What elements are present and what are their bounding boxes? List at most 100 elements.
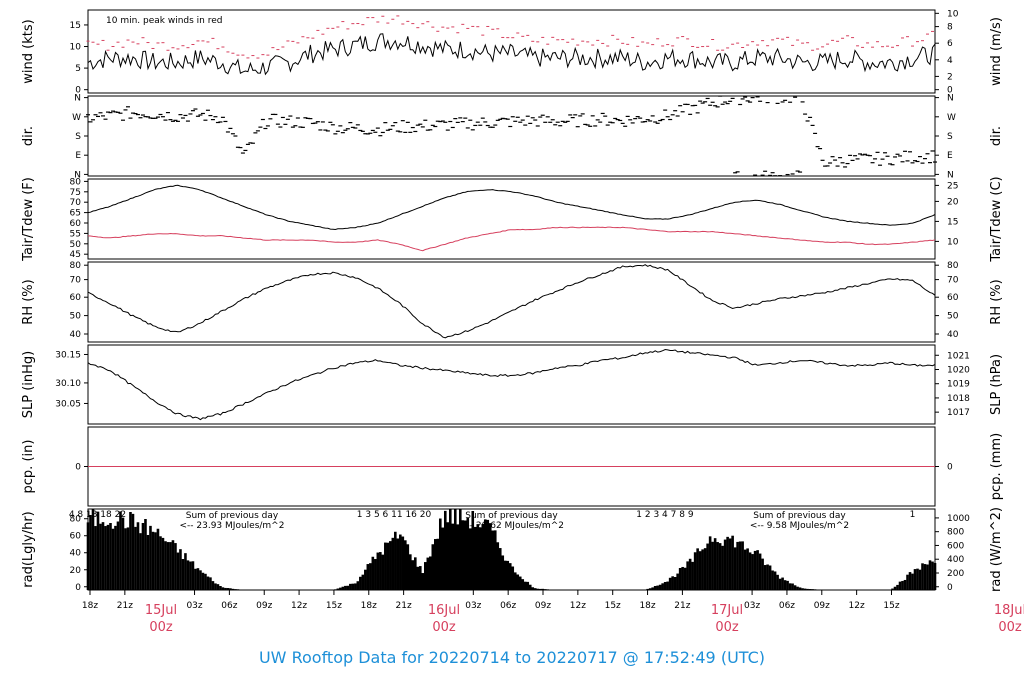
tick-label-right-rh: 60 [947,293,959,303]
ylabel-right-rad: rad (W/m^2) [989,507,1004,592]
day-label-date: 15Jul [145,603,177,618]
ylabel-left-slp: SLP (inHg) [21,351,36,419]
series-line-temp-Tdew [87,226,936,252]
tick-label-right-rh: 50 [947,312,959,322]
series-line-wind-0 [87,33,936,76]
tick-label-left-temp: 75 [70,188,81,198]
x-tick-label: 09z [814,601,830,611]
x-tick-label: 21z [117,601,133,611]
tick-label-right-rh: 40 [947,330,959,340]
x-tick-label: 12z [849,601,865,611]
ylabel-left-temp: Tair/Tdew (F) [21,177,36,262]
daily-sum-value: <-- 9.58 MJoules/m^2 [750,521,849,531]
tick-label-right-dir: S [947,132,953,142]
tick-label-left-dir: S [75,132,81,142]
x-tick-label: 06z [221,601,237,611]
tick-label-right-wind: 6 [947,39,953,49]
day-label-date: 17Jul [711,603,743,618]
panel-frame-wind [87,9,936,94]
tick-label-right-rad: 600 [947,541,964,551]
x-tick-label: 18z [82,601,98,611]
x-tick-label: 06z [779,601,795,611]
day-label-time: 00z [149,620,173,635]
footer-title: UW Rooftop Data for 20220714 to 20220717… [258,648,766,667]
tick-label-right-wind: 2 [947,72,953,82]
tick-label-right-temp: 25 [947,181,958,191]
tick-label-left-rh: 80 [70,261,82,271]
panel-frame-slp [87,344,936,425]
tick-label-right-rad: 200 [947,569,964,579]
series-line-temp-Tair [87,184,936,231]
panel-frame-temp [87,178,936,260]
tick-label-left-temp: 60 [70,219,82,229]
x-tick-label: 21z [396,601,412,611]
tick-label-right-rad: 1000 [947,514,970,524]
rad-hour-annotation: 1 3 5 6 11 16 20 [357,510,432,520]
day-label-date: 18Jul [994,603,1024,618]
tick-label-left-slp: 30.15 [55,350,81,360]
tick-label-right-rh: 80 [947,261,959,271]
x-tick-label: 06z [500,601,516,611]
ylabel-right-pcp: pcp. (mm) [989,433,1004,500]
tick-label-left-temp: 55 [70,229,81,239]
ylabel-left-rad: rad(Lgly/hr) [21,511,36,587]
tick-label-right-pcp: 0 [947,463,953,473]
tick-label-left-dir: N [74,94,81,104]
x-tick-label: 09z [535,601,551,611]
x-tick-label: 12z [570,601,586,611]
wind-annotation: 10 min. peak winds in red [106,16,223,26]
tick-label-right-wind: 0 [947,86,953,96]
tick-label-left-rh: 50 [70,312,82,322]
x-tick-label: 12z [291,601,307,611]
tick-label-right-dir: E [947,151,953,161]
tick-label-left-temp: 45 [70,250,81,260]
tick-label-right-slp: 1017 [947,408,970,418]
tick-label-left-rad: 60 [70,532,82,542]
daily-sum-title: Sum of previous day [465,511,558,521]
tick-label-right-temp: 15 [947,217,958,227]
x-tick-label: 15z [326,601,342,611]
tick-label-left-rad: 20 [70,566,82,576]
day-label-time: 00z [715,620,739,635]
tick-label-right-slp: 1020 [947,365,970,375]
ylabel-right-rh: RH (%) [989,279,1004,324]
tick-label-left-temp: 65 [70,209,81,219]
day-label-date: 16Jul [428,603,460,618]
x-tick-label: 18z [639,601,655,611]
tick-label-right-dir: N [947,170,954,180]
ylabel-left-wind: wind (kts) [21,19,36,83]
ylabel-right-wind: wind (m/s) [989,17,1004,86]
panel-frame-rh [87,261,936,343]
daily-sum-value: <-- 23.93 MJoules/m^2 [180,521,285,531]
rad-hour-annotation: 4 8 13 18 22 [69,510,126,520]
tick-label-left-rh: 70 [70,276,82,286]
daily-sum-value: <-- 20.62 MJoules/m^2 [459,521,564,531]
panel-frame-dir [87,95,936,177]
ylabel-right-slp: SLP (hPa) [989,354,1004,415]
day-label-time: 00z [998,620,1022,635]
tick-label-right-rad: 0 [947,583,953,593]
ylabel-left-dir: dir. [21,126,36,146]
tick-label-left-wind: 15 [70,21,81,31]
tick-label-right-wind: 4 [947,56,953,66]
tick-label-left-dir: W [72,113,81,123]
ylabel-right-dir: dir. [989,126,1004,146]
x-tick-label: 21z [674,601,690,611]
daily-sum-title: Sum of previous day [753,511,846,521]
tick-label-left-slp: 30.10 [55,379,81,389]
tick-label-left-temp: 80 [70,177,82,187]
x-tick-label: 09z [256,601,272,611]
daily-sum-title: Sum of previous day [186,511,279,521]
x-tick-label: 03z [186,601,202,611]
tick-label-left-slp: 30.05 [55,399,81,409]
series-line-slp-0 [87,348,936,421]
tick-label-left-rh: 60 [70,293,82,303]
tick-label-right-slp: 1021 [947,351,970,361]
tick-label-left-rad: 40 [70,549,82,559]
tick-label-right-slp: 1018 [947,394,970,404]
tick-label-right-dir: W [947,113,956,123]
x-tick-label: 18z [361,601,377,611]
tick-label-right-wind: 8 [947,23,953,33]
